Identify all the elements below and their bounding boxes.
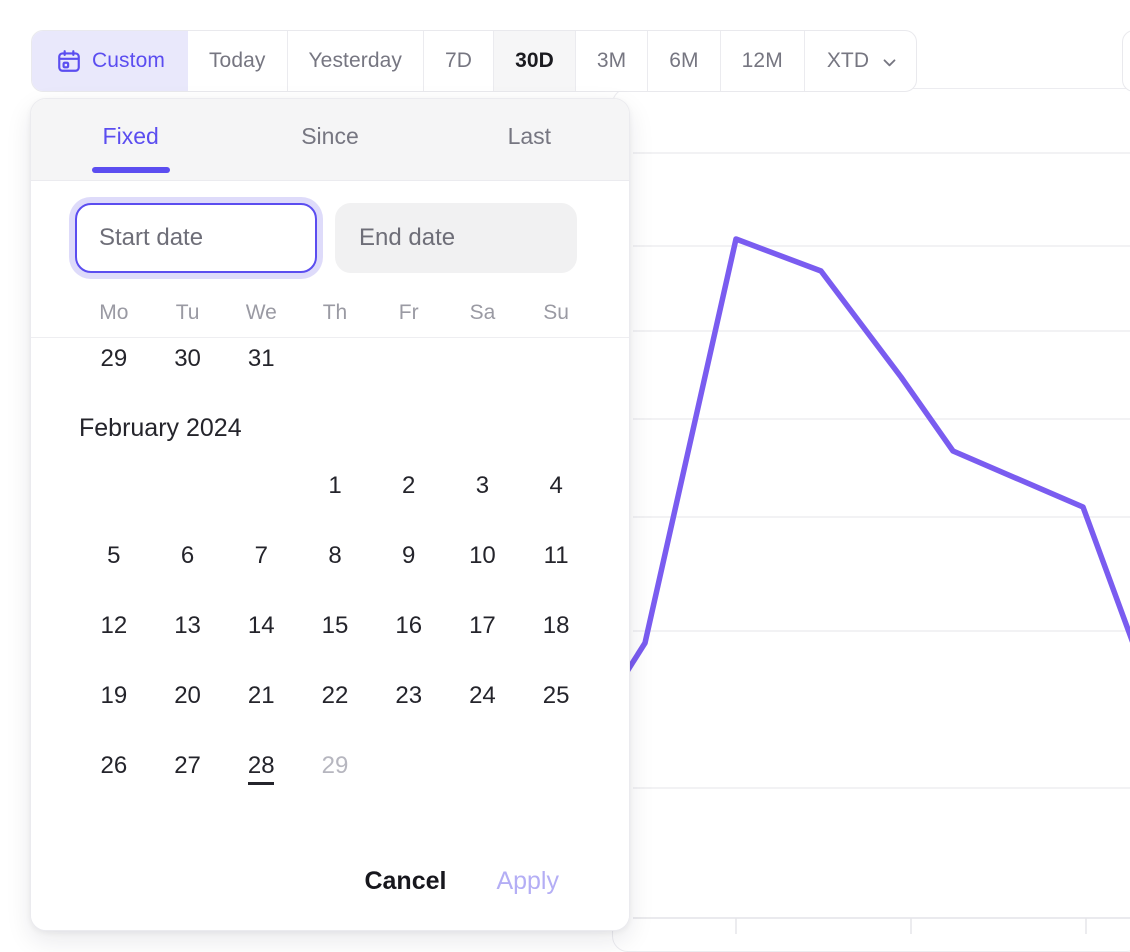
day-cell[interactable]: 5 [107,542,121,569]
weekday-fr: Fr [398,301,419,324]
weekday-we: We [245,301,277,324]
day-cell-today[interactable]: 28 [224,731,298,801]
day-cell[interactable]: 7 [254,542,268,569]
day-cell[interactable]: 15 [321,612,349,639]
weekday-sa: Sa [469,301,496,324]
day-cell[interactable]: 19 [100,682,128,709]
calendar-week-5: 26 27 28 29 [77,731,593,801]
day-cell[interactable]: 6 [180,542,195,569]
day-cell[interactable]: 4 [549,472,563,499]
calendar-icon [56,48,82,74]
day-cell[interactable]: 22 [321,682,349,709]
day-cell[interactable]: 2 [402,472,416,499]
end-date-input[interactable]: End date [335,203,577,273]
mode-tab-last-label: Last [507,123,552,149]
calendar-week-4: 19 20 21 22 23 24 25 [77,661,593,731]
mode-tab-last[interactable]: Last [430,99,629,181]
metric-line-chart-card [612,88,1130,952]
tab-xtd[interactable]: XTD [805,31,916,91]
day-cell[interactable]: 18 [542,612,570,639]
day-cell[interactable]: 12 [100,612,128,639]
date-inputs-row: Start date End date [31,181,629,293]
day-cell[interactable]: 29 [100,345,128,372]
chart-gridlines [633,152,1130,789]
tab-6m-label: 6M [669,49,699,72]
tab-yesterday[interactable]: Yesterday [288,31,425,91]
calendar-week-3: 12 13 14 15 16 17 18 [77,591,593,661]
chart-series-line [618,236,1130,684]
tab-custom[interactable]: Custom [32,31,188,91]
tab-yesterday-label: Yesterday [308,49,403,72]
day-cell[interactable]: 24 [469,682,496,709]
weekday-header: Mo Tu We Th Fr Sa Su [31,293,629,338]
calendar-scroll-area[interactable]: 29 30 31 February 2024 1 2 3 4 [31,338,629,838]
day-cell[interactable]: 30 [174,345,201,372]
start-date-input[interactable]: Start date [75,203,317,273]
weekday-th: Th [322,301,348,324]
day-cell[interactable]: 27 [174,752,201,779]
mode-tab-fixed-label: Fixed [102,123,159,149]
day-cell[interactable]: 1 [328,472,342,499]
tab-today[interactable]: Today [188,31,288,91]
day-cell[interactable]: 11 [543,542,569,569]
line-chart-svg [618,152,1130,934]
tab-30d-label: 30D [515,49,554,72]
chevron-down-icon [881,53,898,70]
tab-12m-label: 12M [741,49,783,72]
start-date-placeholder: Start date [99,224,204,251]
day-cell[interactable]: 23 [395,682,423,709]
day-cell[interactable]: 17 [469,612,496,639]
tab-custom-label: Custom [92,49,165,72]
picker-mode-tabs: Fixed Since Last [31,99,629,181]
day-cell[interactable]: 8 [328,542,342,569]
mode-tab-since[interactable]: Since [230,99,429,181]
day-cell[interactable]: 13 [174,612,201,639]
tab-7d[interactable]: 7D [424,31,495,91]
day-cell[interactable]: 21 [247,682,275,709]
day-cell[interactable]: 20 [174,682,201,709]
date-range-preset-tabs: Custom Today Yesterday 7D 30D 3M 6M 12M … [31,30,918,92]
date-range-picker-popover: Fixed Since Last Start date End date Mo … [30,98,630,931]
mode-tab-since-label: Since [301,123,359,149]
tab-3m-label: 3M [596,49,627,72]
cancel-button[interactable]: Cancel [364,866,447,895]
day-cell[interactable]: 14 [247,612,275,639]
day-cell[interactable]: 3 [475,472,490,499]
day-cell[interactable]: 10 [469,542,496,569]
tab-12m[interactable]: 12M [721,31,805,91]
month-label-february: February 2024 [79,414,242,442]
tab-xtd-label: XTD [826,49,870,72]
day-cell[interactable]: 25 [542,682,570,709]
tab-7d-label: 7D [445,49,473,72]
apply-button[interactable]: Apply [496,866,559,895]
tab-30d[interactable]: 30D [494,31,576,91]
mode-tab-fixed[interactable]: Fixed [31,99,230,181]
day-cell[interactable]: 26 [100,752,128,779]
day-cell-disabled: 29 [321,752,349,779]
day-cell[interactable]: 9 [402,542,416,569]
weekday-su: Su [543,301,569,324]
calendar-week-1: 1 2 3 4 [77,451,593,521]
end-date-placeholder: End date [359,224,456,251]
tab-3m[interactable]: 3M [576,31,649,91]
tab-today-label: Today [208,49,266,72]
day-cell[interactable]: 16 [395,612,423,639]
calendar-week-partial-prev: 29 30 31 [77,338,593,394]
chart-x-axis [633,917,1130,934]
calendar-week-2: 5 6 7 8 9 10 11 [77,521,593,591]
picker-footer: Cancel Apply [31,838,629,930]
adjacent-card-edge [1122,30,1130,92]
weekday-tu: Tu [175,301,200,324]
tab-6m[interactable]: 6M [648,31,721,91]
day-cell[interactable]: 31 [247,345,275,372]
weekday-mo: Mo [99,301,129,324]
